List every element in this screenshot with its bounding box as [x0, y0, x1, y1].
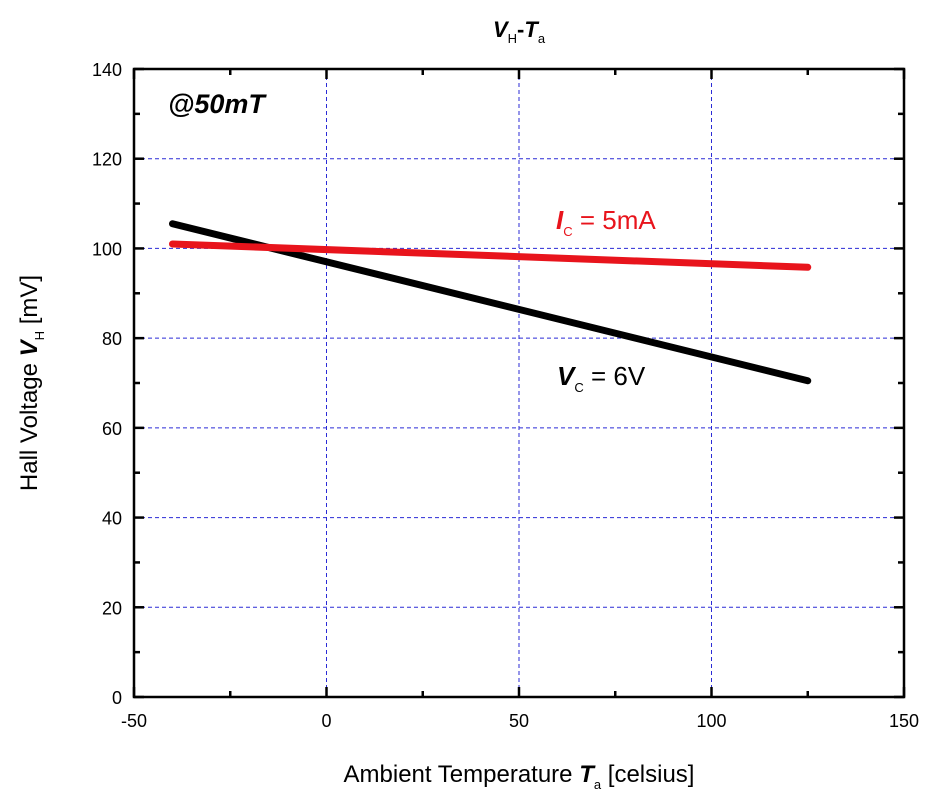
x-tick-label: 0 — [321, 711, 331, 731]
y-tick-label: 100 — [92, 239, 122, 259]
y-tick-label: 140 — [92, 60, 122, 80]
y-tick-label: 20 — [102, 598, 122, 618]
y-tick-label: 60 — [102, 419, 122, 439]
y-tick-label: 40 — [102, 509, 122, 529]
x-axis-title: Ambient Temperature Ta [celsius] — [344, 761, 695, 792]
chart-title: VH-Ta — [493, 17, 546, 46]
y-tick-label: 0 — [112, 688, 122, 708]
y-axis-title: Hall Voltage VH [mV] — [16, 275, 47, 491]
y-tick-label: 80 — [102, 329, 122, 349]
series-label-vc: VC = 6V — [557, 361, 646, 395]
grid-lines — [134, 69, 904, 697]
axis-tick-labels: -50 0 50 100 150 0 20 40 60 80 100 120 140 — [92, 60, 919, 731]
y-tick-label: 120 — [92, 150, 122, 170]
x-tick-label: 150 — [889, 711, 919, 731]
data-series — [169, 220, 812, 385]
x-tick-label: 50 — [509, 711, 529, 731]
field-annotation: @50mT — [168, 89, 267, 119]
x-tick-label: 100 — [696, 711, 726, 731]
series-label-ic: IC = 5mA — [556, 205, 656, 239]
axis-ticks — [132, 67, 906, 699]
x-tick-label: -50 — [121, 711, 147, 731]
series-line-ic-5ma — [169, 240, 812, 271]
